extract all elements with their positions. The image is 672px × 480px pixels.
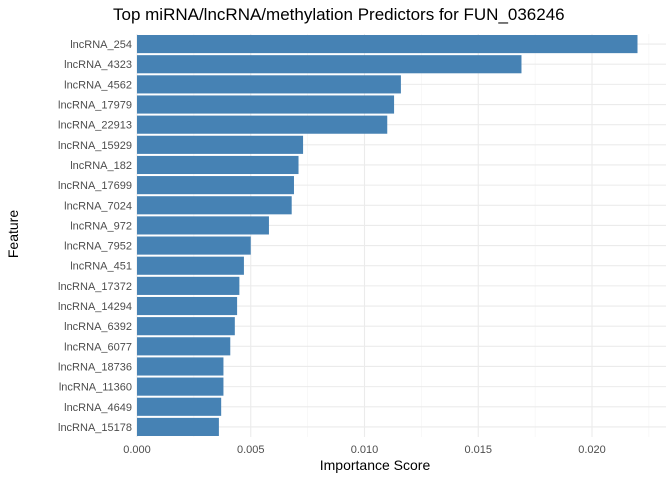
- bar-lncRNA_11360: [137, 377, 224, 396]
- y-tick-label: lncRNA_15178: [58, 422, 132, 434]
- bar-lncRNA_451: [137, 256, 244, 275]
- bar-lncRNA_22913: [137, 115, 388, 134]
- y-tick-label: lncRNA_451: [70, 261, 132, 273]
- x-axis-title: Importance Score: [320, 457, 431, 473]
- bar-lncRNA_182: [137, 155, 299, 175]
- y-tick-label: lncRNA_14294: [58, 301, 132, 313]
- x-tick-label: 0.005: [237, 444, 265, 456]
- x-tick-label: 0.000: [123, 444, 151, 456]
- bar-lncRNA_17699: [137, 176, 294, 195]
- grid: [136, 34, 666, 437]
- y-tick-label: lncRNA_7952: [64, 241, 132, 253]
- bar-lncRNA_6392: [137, 317, 235, 336]
- y-axis-title: Feature: [5, 210, 21, 258]
- bar-lncRNA_15178: [137, 417, 219, 436]
- y-tick-label: lncRNA_17372: [58, 281, 132, 293]
- y-tick-label: lncRNA_4562: [64, 79, 132, 91]
- x-tick-label: 0.015: [464, 444, 492, 456]
- y-tick-label: lncRNA_15929: [58, 140, 132, 152]
- bar-lncRNA_254: [137, 35, 638, 54]
- bar-lncRNA_15929: [137, 135, 304, 154]
- y-tick-label: lncRNA_4323: [64, 59, 132, 71]
- bar-lncRNA_4562: [137, 75, 401, 94]
- y-tick-label: lncRNA_11360: [59, 382, 132, 394]
- y-tick-label: lncRNA_6392: [64, 321, 132, 333]
- y-tick-label: lncRNA_17699: [58, 180, 132, 192]
- y-tick-label: lncRNA_18736: [58, 361, 132, 373]
- y-tick-label: lncRNA_6077: [64, 341, 132, 353]
- y-tick-label: lncRNA_182: [70, 160, 132, 172]
- x-tick-label: 0.020: [578, 444, 606, 456]
- y-tick-labels: lncRNA_254 lncRNA_4323 lncRNA_4562 lncRNA_1…: [58, 39, 132, 434]
- x-tick-label: 0.010: [351, 444, 379, 456]
- x-tick-labels: 0.000 0.005 0.010 0.015 0.020: [123, 444, 606, 456]
- bar-lncRNA_14294: [137, 296, 238, 316]
- bar-lncRNA_17372: [137, 276, 240, 295]
- y-tick-label: lncRNA_17979: [58, 100, 132, 112]
- bar-lncRNA_18736: [137, 357, 224, 376]
- bars: [137, 35, 638, 436]
- y-tick-label: lncRNA_4649: [64, 402, 132, 414]
- chart-title: Top miRNA/lncRNA/methylation Predictors …: [113, 5, 565, 24]
- y-tick-label: lncRNA_7024: [64, 200, 132, 212]
- y-tick-label: lncRNA_254: [70, 39, 132, 51]
- bar-lncRNA_7952: [137, 236, 251, 255]
- bar-lncRNA_4323: [137, 55, 522, 74]
- bar-lncRNA_6077: [137, 337, 231, 356]
- bar-lncRNA_972: [137, 216, 269, 235]
- y-tick-label: lncRNA_972: [70, 220, 132, 232]
- bar-lncRNA_17979: [137, 95, 395, 114]
- y-tick-label: lncRNA_22913: [58, 120, 132, 132]
- bar-lncRNA_7024: [137, 196, 292, 215]
- bar-lncRNA_4649: [137, 397, 222, 416]
